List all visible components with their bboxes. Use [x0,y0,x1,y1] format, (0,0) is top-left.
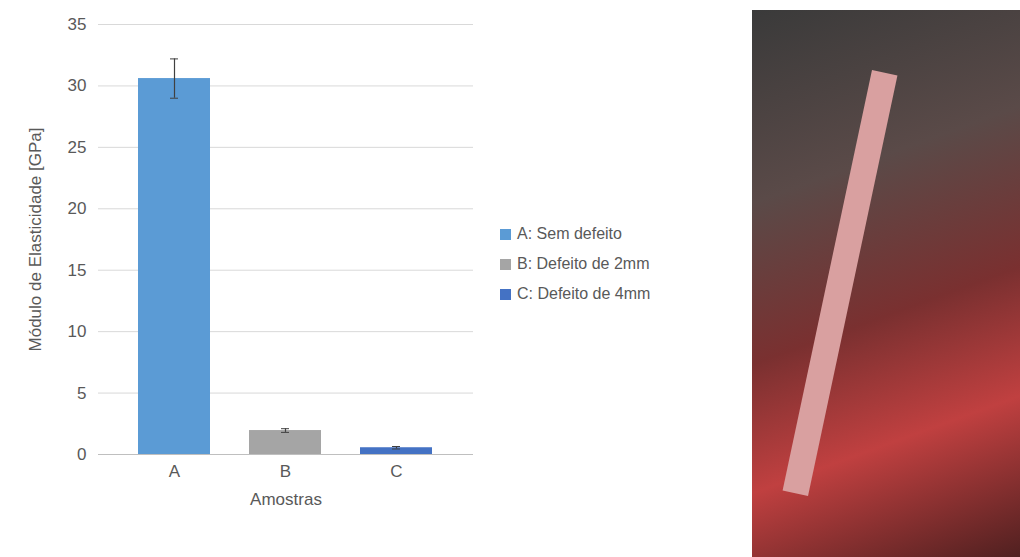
svg-text:Amostras: Amostras [250,490,322,509]
html-text:A: Sem defeito: A: Sem defeito [517,225,622,242]
svg-text:Módulo de Elasticidade [GPa]: Módulo de Elasticidade [GPa] [26,128,45,352]
html-text:C: Defeito de 4mm: C: Defeito de 4mm [517,285,651,302]
svg-text:15: 15 [68,261,87,280]
svg-text:10: 10 [68,322,87,341]
svg-text:20: 20 [68,199,87,218]
svg-text:35: 35 [68,15,87,34]
html-text:B: Defeito de 2mm: B: Defeito de 2mm [517,255,650,272]
svg-text:30: 30 [68,76,87,95]
svg-text:25: 25 [68,138,87,157]
svg-text:C: C [390,462,402,481]
svg-text:B: B [280,462,291,481]
svg-text:0: 0 [77,445,86,464]
svg-text:5: 5 [77,384,86,403]
svg-text:A: A [169,462,181,481]
